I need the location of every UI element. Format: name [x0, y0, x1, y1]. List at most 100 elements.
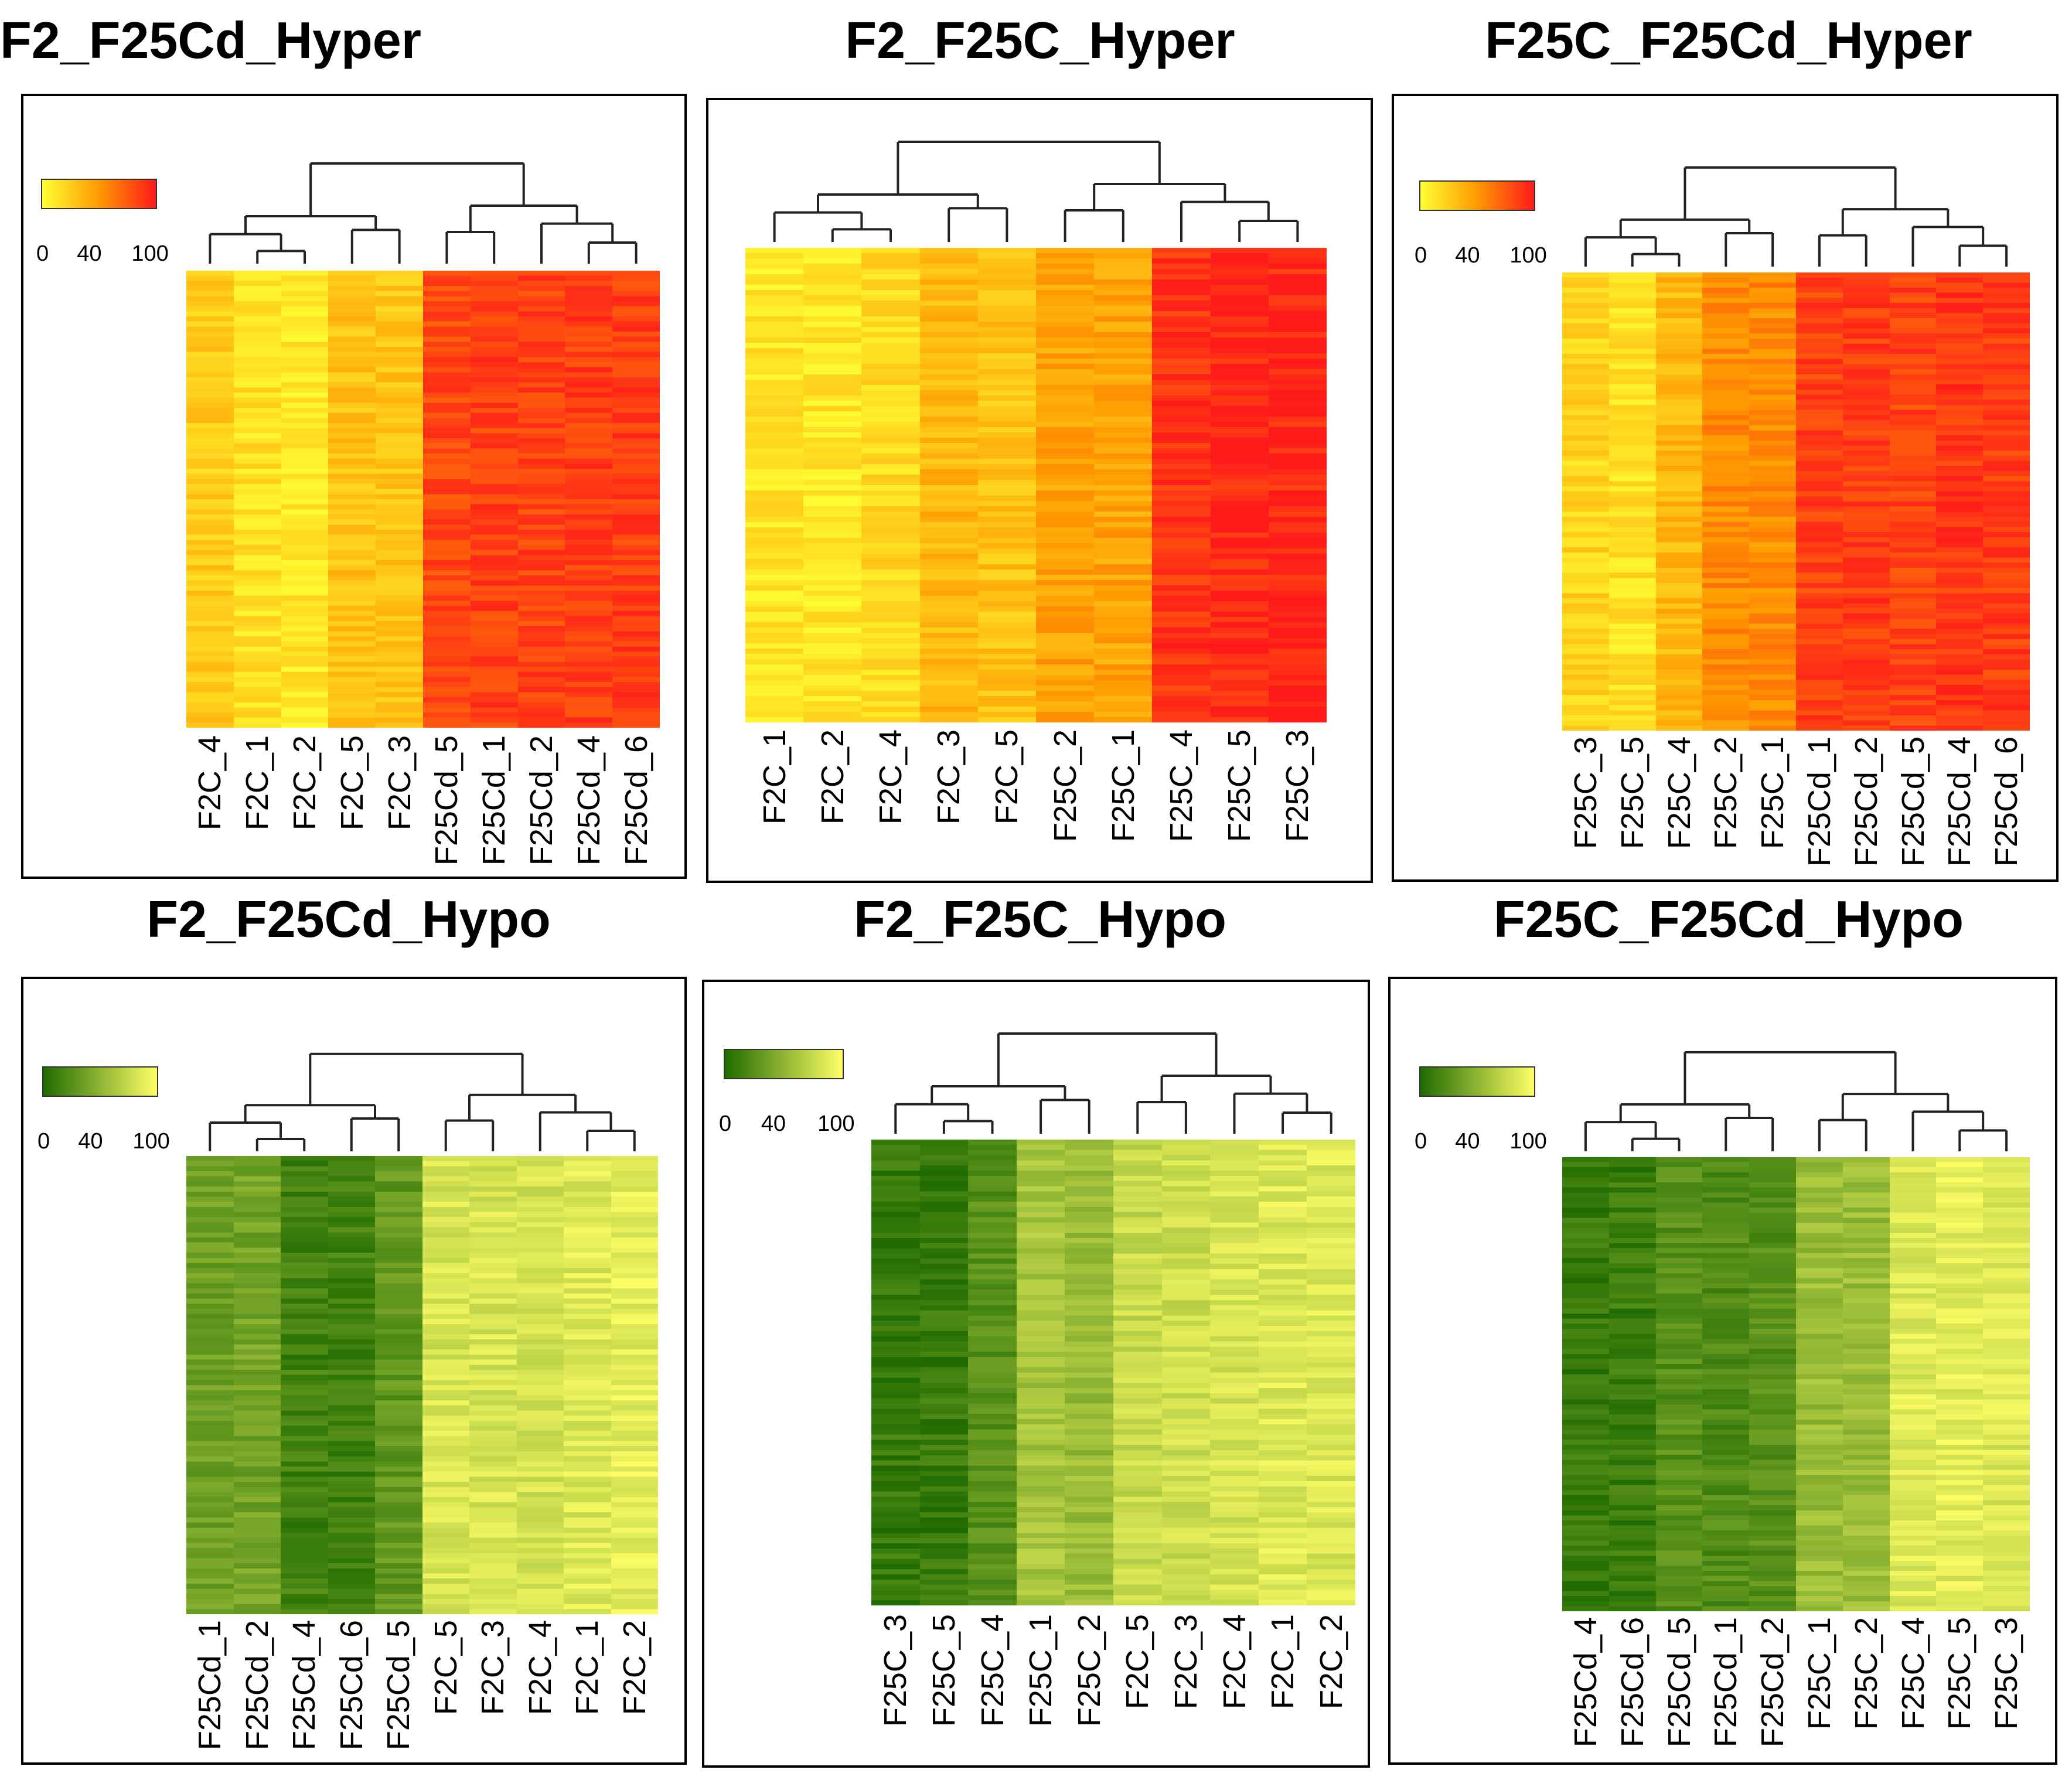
dendrogram-6 — [1584, 1051, 2008, 1151]
column-label: F25C_3 — [878, 1614, 914, 1727]
heatmap-column — [1113, 1140, 1163, 1605]
legend-tick-label: 40 — [1455, 1129, 1480, 1154]
heatmap-column — [470, 271, 519, 728]
panel-4-title: F2_F25Cd_Hypo — [146, 890, 551, 948]
heatmap-2 — [745, 248, 1327, 722]
heatmap-column — [1268, 248, 1327, 722]
heatmap-column — [803, 248, 862, 722]
heatmap-column — [186, 271, 234, 728]
column-label: F2C_4 — [192, 735, 228, 831]
heatmap-6 — [1562, 1157, 2030, 1611]
column-label: F25Cd_5 — [381, 1620, 417, 1751]
heatmap-column — [1210, 248, 1269, 722]
heatmap-column — [233, 271, 282, 728]
heatmap-column — [1655, 272, 1703, 731]
legend-tick-label: 40 — [1455, 243, 1480, 268]
heatmap-column — [1796, 1157, 1843, 1611]
heatmap-column — [1562, 272, 1610, 731]
legend-tick-label: 40 — [78, 1129, 103, 1154]
heatmap-column — [1210, 1140, 1259, 1605]
column-label: F25Cd_6 — [1989, 736, 2025, 867]
column-label: F25C_5 — [1942, 1617, 1978, 1730]
column-label: F2C_3 — [475, 1620, 511, 1716]
legend-tick-label: 40 — [761, 1111, 786, 1136]
legend-colorbar-4 — [42, 1066, 158, 1097]
panel-2-title: F2_F25C_Hyper — [845, 11, 1235, 69]
heatmap-column — [1655, 1157, 1703, 1611]
dendrogram-3 — [1584, 166, 2008, 267]
column-label: F25C_1 — [1023, 1614, 1059, 1727]
column-label: F25C_1 — [1105, 729, 1141, 843]
column-label: F2C_3 — [931, 729, 967, 825]
column-label: F2C_5 — [989, 729, 1025, 825]
legend-tick-label: 40 — [77, 241, 102, 266]
column-label: F25Cd_1 — [192, 1620, 228, 1751]
column-label: F2C_5 — [428, 1620, 464, 1716]
heatmap-column — [1936, 272, 1984, 731]
column-label: F2C_5 — [1120, 1614, 1156, 1710]
heatmap-column — [469, 1156, 517, 1614]
heatmap-column — [1065, 1140, 1114, 1605]
heatmap-column — [1749, 1157, 1797, 1611]
heatmap-column — [861, 248, 921, 722]
legend-colorbar-6 — [1419, 1066, 1535, 1097]
dendrogram-1 — [209, 162, 638, 264]
column-label: F25C_1 — [1755, 736, 1791, 850]
legend-tick-label: 100 — [1509, 243, 1547, 268]
heatmap-column — [1889, 272, 1937, 731]
panel-6-title: F25C_F25Cd_Hypo — [1493, 890, 1964, 948]
column-label: F2C_2 — [1313, 1614, 1349, 1710]
column-label: F2C_4 — [522, 1620, 558, 1716]
heatmap-column — [564, 1156, 611, 1614]
column-label: F25C_5 — [1222, 729, 1257, 843]
column-label: F25C_3 — [1567, 736, 1603, 850]
column-label: F2C_1 — [240, 735, 275, 831]
heatmap-column — [1152, 248, 1211, 722]
heatmap-column — [1983, 272, 2030, 731]
heatmap-column — [1094, 248, 1153, 722]
column-label: F2C_1 — [1265, 1614, 1301, 1710]
dendrogram-4 — [209, 1052, 636, 1151]
legend-tick-label: 0 — [1415, 243, 1427, 268]
column-label: F25Cd_1 — [1801, 736, 1837, 867]
column-label: F25C_4 — [1164, 729, 1199, 843]
heatmap-column — [565, 271, 613, 728]
column-label: F25Cd_4 — [287, 1620, 322, 1751]
column-label: F25Cd_4 — [571, 735, 606, 866]
heatmap-column — [1608, 1157, 1657, 1611]
heatmap-3 — [1562, 272, 2030, 731]
column-label: F25Cd_6 — [1614, 1617, 1650, 1748]
column-label: F25Cd_5 — [1661, 1617, 1697, 1748]
heatmap-column — [281, 271, 329, 728]
column-label: F25Cd_1 — [1708, 1617, 1744, 1748]
column-label: F2C_4 — [1216, 1614, 1252, 1710]
column-label: F25C_1 — [1801, 1617, 1837, 1730]
heatmap-column — [1889, 1157, 1937, 1611]
heatmap-column — [612, 271, 660, 728]
heatmap-column — [1608, 272, 1657, 731]
column-label: F25Cd_4 — [1567, 1617, 1603, 1748]
heatmap-column — [516, 1156, 564, 1614]
legend-tick-label: 100 — [817, 1111, 855, 1136]
column-label: F2C_3 — [381, 735, 417, 831]
heatmap-column — [517, 271, 565, 728]
heatmap-column — [328, 271, 376, 728]
heatmap-column — [611, 1156, 658, 1614]
column-label: F2C_1 — [570, 1620, 605, 1716]
heatmap-column — [423, 271, 471, 728]
column-label: F2C_5 — [334, 735, 370, 831]
heatmap-column — [1016, 1140, 1065, 1605]
column-label: F25C_3 — [1280, 729, 1316, 843]
heatmap-5 — [871, 1140, 1355, 1605]
column-label: F25C_4 — [974, 1614, 1010, 1727]
heatmap-column — [422, 1156, 470, 1614]
heatmap-column — [1983, 1157, 2030, 1611]
column-label: F2C_1 — [756, 729, 792, 825]
dendrogram-5 — [894, 1032, 1333, 1134]
heatmap-column — [977, 248, 1037, 722]
heatmap-column — [328, 1156, 376, 1614]
heatmap-column — [376, 271, 424, 728]
heatmap-column — [1036, 248, 1095, 722]
column-label: F25Cd_5 — [1895, 736, 1931, 867]
heatmap-column — [1702, 1157, 1750, 1611]
